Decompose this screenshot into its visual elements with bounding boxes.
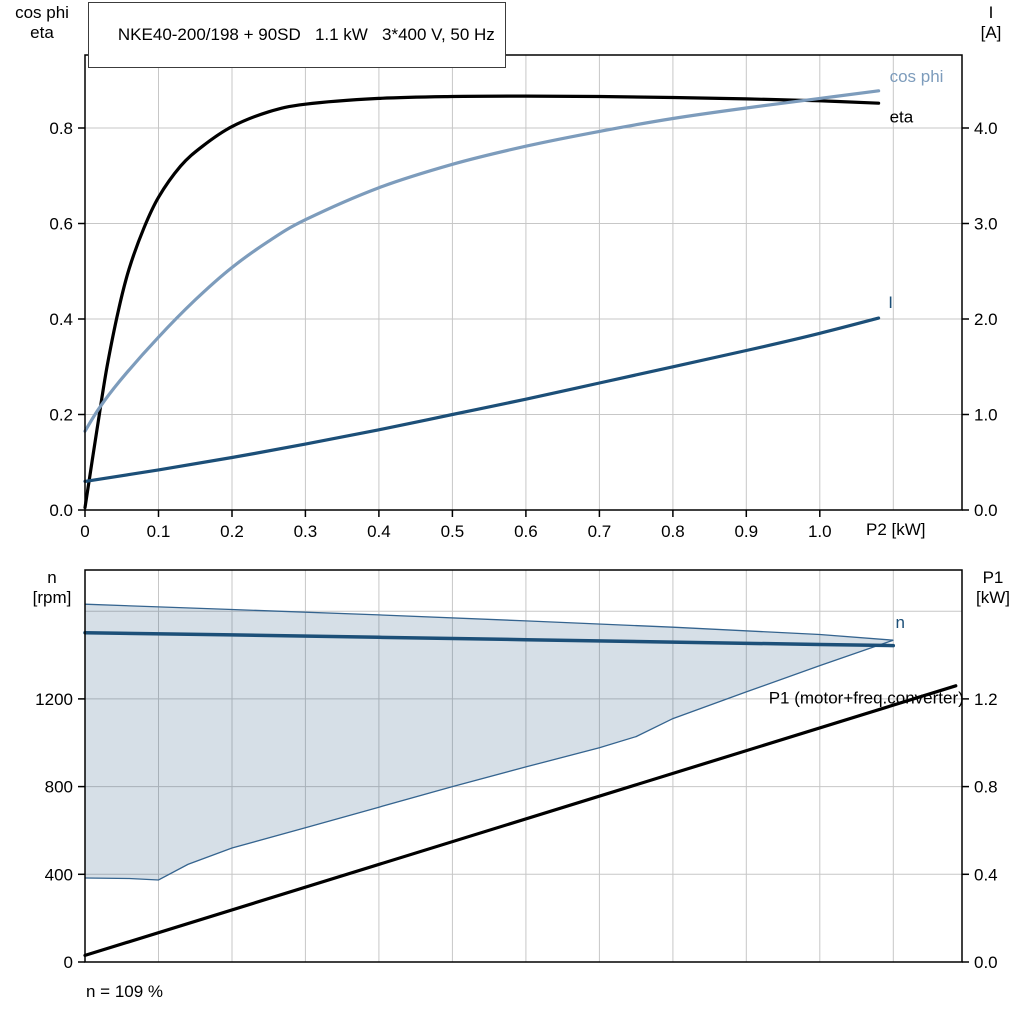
series-n: [83, 630, 896, 648]
top-chart: 0 0.1 0.2 0.3 0.4 0.5 0.6 0.7 0.8 0.9 1.0 0.0 0.2 0.4…: [49, 54, 998, 541]
speed-control-range: [84, 603, 894, 881]
top-chart-x-axis-label: P2 [kW]: [866, 520, 926, 539]
curve-label-cos-phi: cos phi: [890, 67, 944, 86]
band-upper-edge: [84, 603, 894, 641]
axis-title-speed-unit: [rpm]: [32, 588, 72, 607]
curve-label-eta: eta: [890, 107, 914, 126]
bottom-chart-right-axis-title: P1 [kW]: [968, 568, 1018, 608]
svg-text:0.2: 0.2: [49, 406, 73, 425]
svg-text:0.4: 0.4: [49, 310, 73, 329]
svg-text:0.3: 0.3: [294, 522, 318, 541]
svg-text:0.6: 0.6: [514, 522, 538, 541]
top-chart-right-axis-title: I [A]: [968, 3, 1014, 43]
bottom-chart-left-axis-title: n [rpm]: [24, 568, 80, 608]
svg-text:0.0: 0.0: [974, 501, 998, 520]
axis-title-current: I: [988, 3, 994, 22]
gridlines: [85, 55, 962, 510]
svg-text:0.0: 0.0: [49, 501, 73, 520]
svg-text:0.4: 0.4: [974, 865, 998, 884]
series-p1-motor-freq-converter: [83, 684, 958, 957]
plot-border: [84, 54, 963, 511]
svg-text:1200: 1200: [35, 690, 73, 709]
curve-labels: n P1 (motor+freq.converter): [769, 613, 964, 707]
svg-text:0.4: 0.4: [367, 522, 391, 541]
svg-text:0.6: 0.6: [49, 215, 73, 234]
svg-text:0.5: 0.5: [441, 522, 465, 541]
chart-title-box: NKE40-200/198 + 90SD 1.1 kW 3*400 V, 50 …: [88, 2, 506, 68]
top-chart-left-axis-title: cos phi eta: [4, 3, 80, 43]
axis-title-cos-phi: cos phi: [15, 3, 69, 22]
axis-title-current-unit: [A]: [980, 23, 1002, 42]
svg-text:800: 800: [45, 778, 73, 797]
svg-text:0.8: 0.8: [661, 522, 685, 541]
axis-title-p1: P1: [982, 568, 1004, 587]
svg-text:1.0: 1.0: [808, 522, 832, 541]
svg-text:0: 0: [80, 522, 89, 541]
svg-text:0.2: 0.2: [220, 522, 244, 541]
svg-text:3.0: 3.0: [974, 215, 998, 234]
svg-text:0.0: 0.0: [974, 953, 998, 972]
bottom-chart: 0 400 800 1200 0.0 0.4 0.8 1.2 n P1 (motor+freq.c…: [35, 569, 998, 972]
svg-text:0.8: 0.8: [49, 119, 73, 138]
svg-text:4.0: 4.0: [974, 119, 998, 138]
band-lower-edge: [84, 639, 894, 881]
series: [83, 89, 881, 510]
series: [83, 630, 958, 957]
svg-text:400: 400: [45, 865, 73, 884]
curve-labels: cos phi eta I: [888, 67, 943, 312]
svg-text:0.9: 0.9: [734, 522, 758, 541]
svg-text:0: 0: [64, 953, 73, 972]
series-eta: [83, 94, 881, 510]
axis-title-speed: n: [47, 568, 57, 587]
gridlines: [85, 570, 962, 962]
axis-ticks-and-labels: 0 0.1 0.2 0.3 0.4 0.5 0.6 0.7 0.8 0.9 1.0 0.0 0.2 0.4…: [49, 119, 997, 541]
series-i: [83, 316, 881, 483]
svg-text:1.2: 1.2: [974, 690, 998, 709]
plot-border: [84, 569, 963, 963]
svg-text:1.0: 1.0: [974, 406, 998, 425]
curve-label-i: I: [888, 293, 893, 312]
series-cos-phi: [83, 89, 881, 433]
curve-label-n: n: [896, 613, 905, 632]
speed-footnote: n = 109 %: [86, 982, 164, 1001]
axis-ticks-and-labels: 0 400 800 1200 0.0 0.4 0.8 1.2: [35, 690, 997, 972]
band-fill: [85, 604, 894, 880]
axis-title-eta: eta: [30, 23, 54, 42]
svg-text:0.1: 0.1: [147, 522, 171, 541]
svg-text:0.7: 0.7: [588, 522, 612, 541]
svg-text:2.0: 2.0: [974, 310, 998, 329]
chart-title: NKE40-200/198 + 90SD 1.1 kW 3*400 V, 50 …: [117, 25, 495, 44]
axis-title-p1-unit: [kW]: [976, 588, 1010, 607]
curve-label-p1-motor-freq-converter: P1 (motor+freq.converter): [769, 688, 964, 707]
svg-text:0.8: 0.8: [974, 778, 998, 797]
